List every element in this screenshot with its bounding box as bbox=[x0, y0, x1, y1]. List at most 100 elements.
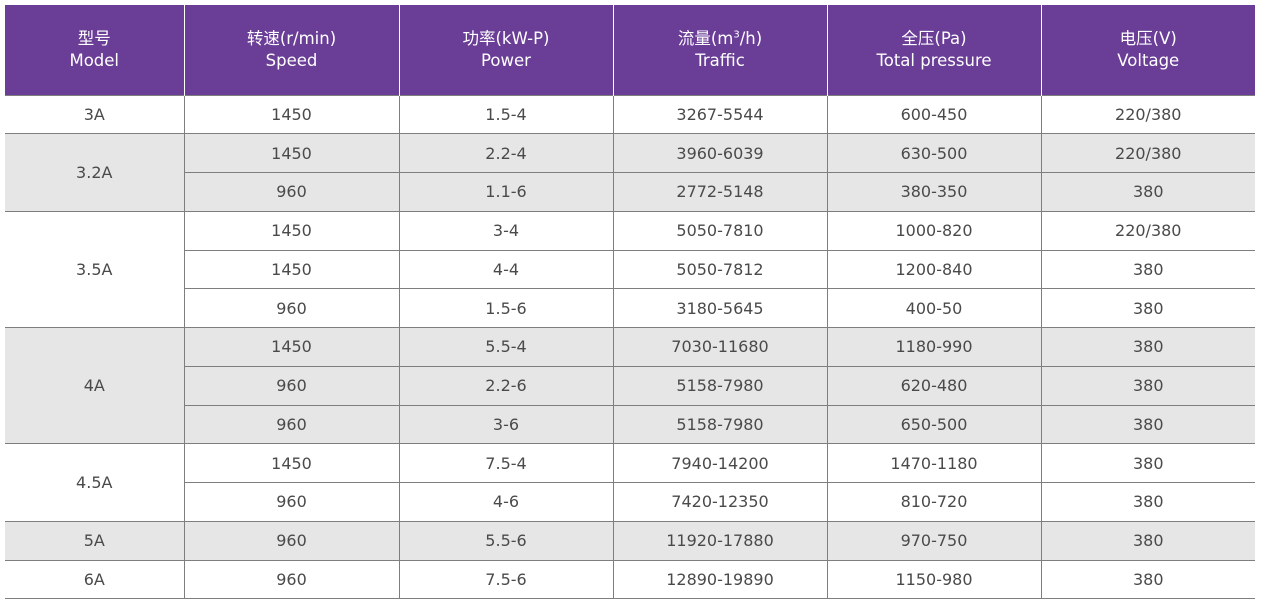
header-flow-zh-suffix: /h) bbox=[739, 28, 763, 48]
power-cell: 1.5-4 bbox=[399, 94, 614, 134]
header-speed: 转速(r/min) Speed bbox=[184, 5, 400, 95]
header-flow-zh-sup: 3 bbox=[733, 29, 740, 41]
table-row: 4A 1450 5.5-4 7030-11680 1180-990 380 bbox=[5, 326, 1255, 444]
power-cell: 5.5-4 bbox=[399, 327, 614, 367]
pressure-cell: 1200-840 bbox=[827, 249, 1042, 289]
flow-cell: 5158-7980 bbox=[613, 365, 828, 405]
voltage-cell: 380 bbox=[1041, 404, 1255, 444]
pressure-cell: 630-500 bbox=[827, 133, 1042, 173]
pressure-cell: 1180-990 bbox=[827, 327, 1042, 367]
speed-cell: 1450 bbox=[184, 94, 400, 134]
speed-cell: 1450 bbox=[184, 249, 400, 289]
speed-cell: 1450 bbox=[184, 443, 400, 483]
header-flow-zh-prefix: 流量(m bbox=[677, 28, 734, 48]
header-speed-zh: 转速(r/min) bbox=[246, 28, 337, 48]
speed-cell: 960 bbox=[184, 559, 400, 600]
power-cell: 4-6 bbox=[399, 482, 614, 522]
speed-cell: 960 bbox=[184, 404, 400, 444]
header-speed-en: Speed bbox=[265, 50, 318, 70]
flow-cell: 5050-7810 bbox=[613, 210, 828, 250]
header-voltage-zh: 电压(V) bbox=[1119, 28, 1177, 48]
flow-cell: 3960-6039 bbox=[613, 133, 828, 173]
header-pressure-en: Total pressure bbox=[876, 50, 992, 70]
header-model: 型号 Model bbox=[5, 5, 185, 95]
voltage-cell: 380 bbox=[1041, 482, 1255, 522]
power-cell: 2.2-6 bbox=[399, 365, 614, 405]
voltage-cell: 220/380 bbox=[1041, 210, 1255, 250]
speed-cell: 960 bbox=[184, 288, 400, 328]
model-cell: 4A bbox=[5, 326, 185, 444]
header-power: 功率(kW-P) Power bbox=[399, 5, 614, 95]
power-cell: 5.5-6 bbox=[399, 520, 614, 560]
table-row: 1450 4-4 5050-7812 1200-840 380 bbox=[5, 249, 1255, 289]
table-row: 960 2.2-6 5158-7980 620-480 380 bbox=[5, 365, 1255, 405]
flow-cell: 12890-19890 bbox=[613, 559, 828, 600]
power-cell: 7.5-4 bbox=[399, 443, 614, 483]
flow-cell: 7030-11680 bbox=[613, 327, 828, 367]
table-row: 3.5A 1450 3-4 5050-7810 1000-820 220/380 bbox=[5, 210, 1255, 328]
model-cell: 3A bbox=[5, 94, 185, 134]
speed-cell: 1450 bbox=[184, 210, 400, 250]
spec-table-frame: 型号 Model 转速(r/min) Speed 功率(kW-P) Power … bbox=[5, 5, 1255, 600]
speed-cell: 960 bbox=[184, 520, 400, 560]
model-cell: 3.5A bbox=[5, 210, 185, 328]
flow-cell: 3180-5645 bbox=[613, 288, 828, 328]
power-cell: 3-4 bbox=[399, 210, 614, 250]
voltage-cell: 380 bbox=[1041, 520, 1255, 560]
speed-cell: 960 bbox=[184, 482, 400, 522]
speed-cell: 960 bbox=[184, 365, 400, 405]
model-cell: 3.2A bbox=[5, 133, 185, 212]
power-cell: 4-4 bbox=[399, 249, 614, 289]
fan-spec-table: 型号 Model 转速(r/min) Speed 功率(kW-P) Power … bbox=[5, 5, 1255, 600]
pressure-cell: 620-480 bbox=[827, 365, 1042, 405]
model-cell: 6A bbox=[5, 559, 185, 600]
header-model-en: Model bbox=[69, 50, 120, 70]
table-header: 型号 Model 转速(r/min) Speed 功率(kW-P) Power … bbox=[5, 5, 1255, 95]
table-body: 3A 1450 1.5-4 3267-5544 600-450 220/380 … bbox=[5, 94, 1255, 600]
table-row: 960 3-6 5158-7980 650-500 380 bbox=[5, 404, 1255, 444]
header-flow-zh: 流量(m3/h) bbox=[614, 28, 827, 50]
flow-cell: 7420-12350 bbox=[613, 482, 828, 522]
table-row: 960 1.1-6 2772-5148 380-350 380 bbox=[5, 172, 1255, 212]
voltage-cell: 380 bbox=[1041, 172, 1255, 212]
power-cell: 2.2-4 bbox=[399, 133, 614, 173]
pressure-cell: 650-500 bbox=[827, 404, 1042, 444]
flow-cell: 3267-5544 bbox=[613, 94, 828, 134]
header-flow: 流量(m3/h) Traffic bbox=[613, 5, 828, 95]
header-power-en: Power bbox=[481, 50, 531, 70]
speed-cell: 1450 bbox=[184, 133, 400, 173]
power-cell: 1.5-6 bbox=[399, 288, 614, 328]
flow-cell: 2772-5148 bbox=[613, 172, 828, 212]
speed-cell: 1450 bbox=[184, 327, 400, 367]
pressure-cell: 1470-1180 bbox=[827, 443, 1042, 483]
pressure-cell: 810-720 bbox=[827, 482, 1042, 522]
voltage-cell: 220/380 bbox=[1041, 94, 1255, 134]
pressure-cell: 970-750 bbox=[827, 520, 1042, 560]
voltage-cell: 380 bbox=[1041, 443, 1255, 483]
voltage-cell: 380 bbox=[1041, 559, 1255, 600]
power-cell: 3-6 bbox=[399, 404, 614, 444]
voltage-cell: 220/380 bbox=[1041, 133, 1255, 173]
header-model-zh: 型号 bbox=[77, 28, 111, 48]
pressure-cell: 380-350 bbox=[827, 172, 1042, 212]
header-flow-en: Traffic bbox=[695, 50, 745, 70]
pressure-cell: 1000-820 bbox=[827, 210, 1042, 250]
pressure-cell: 400-50 bbox=[827, 288, 1042, 328]
voltage-cell: 380 bbox=[1041, 365, 1255, 405]
header-voltage: 电压(V) Voltage bbox=[1041, 5, 1255, 95]
power-cell: 7.5-6 bbox=[399, 559, 614, 600]
flow-cell: 5158-7980 bbox=[613, 404, 828, 444]
flow-cell: 11920-17880 bbox=[613, 520, 828, 560]
table-row: 3A 1450 1.5-4 3267-5544 600-450 220/380 bbox=[5, 94, 1255, 134]
header-pressure: 全压(Pa) Total pressure bbox=[827, 5, 1042, 95]
voltage-cell: 380 bbox=[1041, 327, 1255, 367]
pressure-cell: 600-450 bbox=[827, 94, 1042, 134]
voltage-cell: 380 bbox=[1041, 249, 1255, 289]
header-voltage-en: Voltage bbox=[1117, 50, 1180, 70]
flow-cell: 5050-7812 bbox=[613, 249, 828, 289]
header-pressure-zh: 全压(Pa) bbox=[901, 28, 967, 48]
table-row: 6A 960 7.5-6 12890-19890 1150-980 380 bbox=[5, 559, 1255, 600]
voltage-cell: 380 bbox=[1041, 288, 1255, 328]
model-cell: 4.5A bbox=[5, 443, 185, 522]
flow-cell: 7940-14200 bbox=[613, 443, 828, 483]
